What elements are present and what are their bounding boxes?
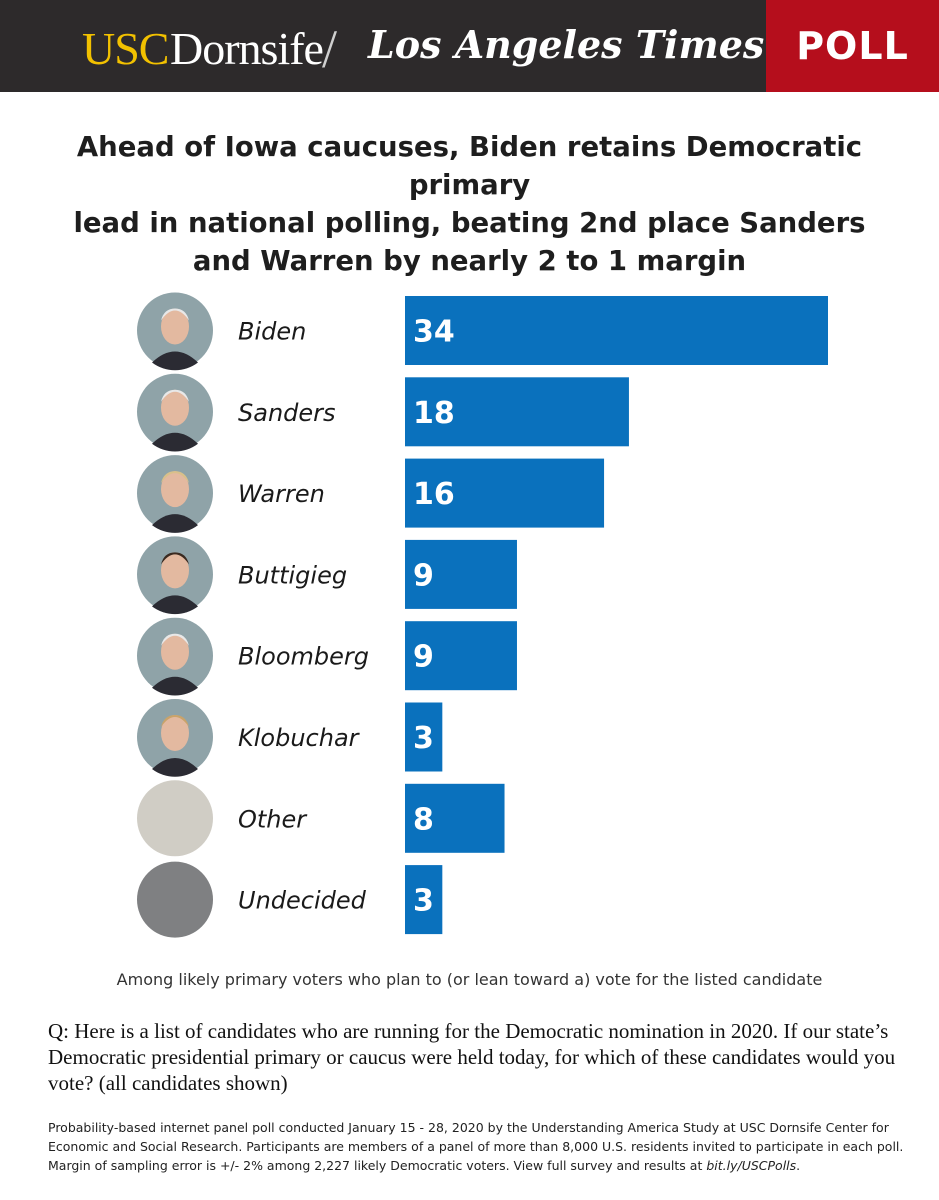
bar-value-label: 9: [413, 558, 434, 593]
candidate-avatar-icon: [137, 373, 213, 452]
bar: [405, 458, 605, 528]
avatar-face-shape: [161, 389, 189, 426]
chart-title-line: Ahead of Iowa caucuses, Biden retains De…: [76, 131, 863, 201]
candidate-row: Undecided 3: [137, 861, 443, 938]
footnote-text: Probability-based internet panel poll co…: [48, 1120, 904, 1173]
avatar-suit-shape: [152, 595, 198, 615]
bar: [405, 783, 505, 853]
candidate-name-label: Sanders: [238, 399, 336, 427]
bar-value-label: 3: [413, 721, 434, 756]
candidate-avatar-icon: [137, 617, 213, 696]
candidate-row: Klobuchar 3: [137, 699, 443, 777]
candidate-name-label: Other: [238, 805, 308, 833]
survey-question: Q: Here is a list of candidates who are …: [48, 1019, 896, 1095]
bar: [405, 702, 443, 772]
bar: [405, 296, 828, 365]
candidate-name-label: Buttigieg: [238, 561, 347, 589]
candidate-name-label: Biden: [238, 318, 306, 346]
avatar-hair-shape: [161, 633, 189, 646]
dornsife-logo-text: Dornsife: [170, 23, 324, 74]
avatar-suit-shape: [152, 514, 198, 533]
avatar-face-shape: [161, 715, 189, 751]
avatar-suit-shape: [152, 676, 198, 696]
candidate-row: Warren 16: [137, 455, 605, 533]
candidate-row: Other 8: [137, 780, 505, 857]
avatar-hair-shape: [161, 389, 189, 402]
avatar-hair-shape: [161, 715, 189, 727]
bar: [405, 539, 517, 609]
bar-value-label: 3: [413, 884, 434, 919]
bar: [405, 377, 629, 447]
avatar-hair-shape: [161, 308, 189, 321]
candidate-row: Buttigieg 9: [137, 536, 517, 615]
candidate-row: Bloomberg 9: [137, 617, 517, 696]
avatar-face-shape: [161, 471, 189, 508]
bar-value-label: 18: [413, 396, 455, 431]
avatar-suit-shape: [152, 432, 198, 452]
chart-title: Ahead of Iowa caucuses, Biden retains De…: [30, 128, 909, 280]
bar-value-label: 34: [413, 315, 455, 350]
candidate-avatar-icon: [137, 455, 213, 533]
candidate-name-label: Undecided: [238, 887, 367, 915]
avatar-suit-shape: [152, 758, 198, 777]
avatar-hair-shape: [161, 471, 189, 484]
chart-title-line: and Warren by nearly 2 to 1 margin: [192, 245, 747, 277]
placeholder-avatar-icon: [137, 861, 213, 938]
bar-value-label: 9: [413, 640, 434, 675]
bar: [405, 621, 517, 691]
candidate-name-label: Klobuchar: [238, 724, 361, 752]
candidate-row: Sanders 18: [137, 373, 629, 452]
la-times-logo-text: Los Angeles Times: [368, 22, 765, 67]
survey-link[interactable]: bit.ly/USCPolls: [706, 1158, 797, 1173]
candidate-name-label: Bloomberg: [238, 643, 369, 671]
placeholder-avatar-icon: [137, 780, 213, 857]
header-bar: USC Dornsife / Los Angeles Times POLL: [0, 0, 939, 92]
bar: [405, 865, 443, 935]
usc-logo-text: USC: [82, 23, 169, 74]
candidate-row: Biden 34: [137, 292, 828, 371]
chart-title-line: lead in national polling, beating 2nd pl…: [73, 207, 866, 239]
bar-value-label: 8: [413, 802, 434, 837]
footnote-end: .: [796, 1158, 801, 1173]
avatar-suit-shape: [152, 351, 198, 371]
candidate-avatar-icon: [137, 536, 213, 615]
avatar-face-shape: [161, 633, 189, 670]
candidate-avatar-icon: [137, 699, 213, 777]
avatar-face-shape: [161, 308, 189, 345]
methodology-footnote: Probability-based internet panel poll co…: [48, 1118, 918, 1175]
avatar-face-shape: [161, 552, 189, 589]
chart-caption: Among likely primary voters who plan to …: [116, 970, 823, 989]
candidate-name-label: Warren: [238, 480, 325, 508]
brand-separator: /: [322, 19, 338, 79]
bar-value-label: 16: [413, 477, 455, 512]
poll-badge: POLL: [766, 0, 939, 92]
candidate-avatar-icon: [137, 292, 213, 371]
avatar-hair-shape: [161, 552, 189, 565]
